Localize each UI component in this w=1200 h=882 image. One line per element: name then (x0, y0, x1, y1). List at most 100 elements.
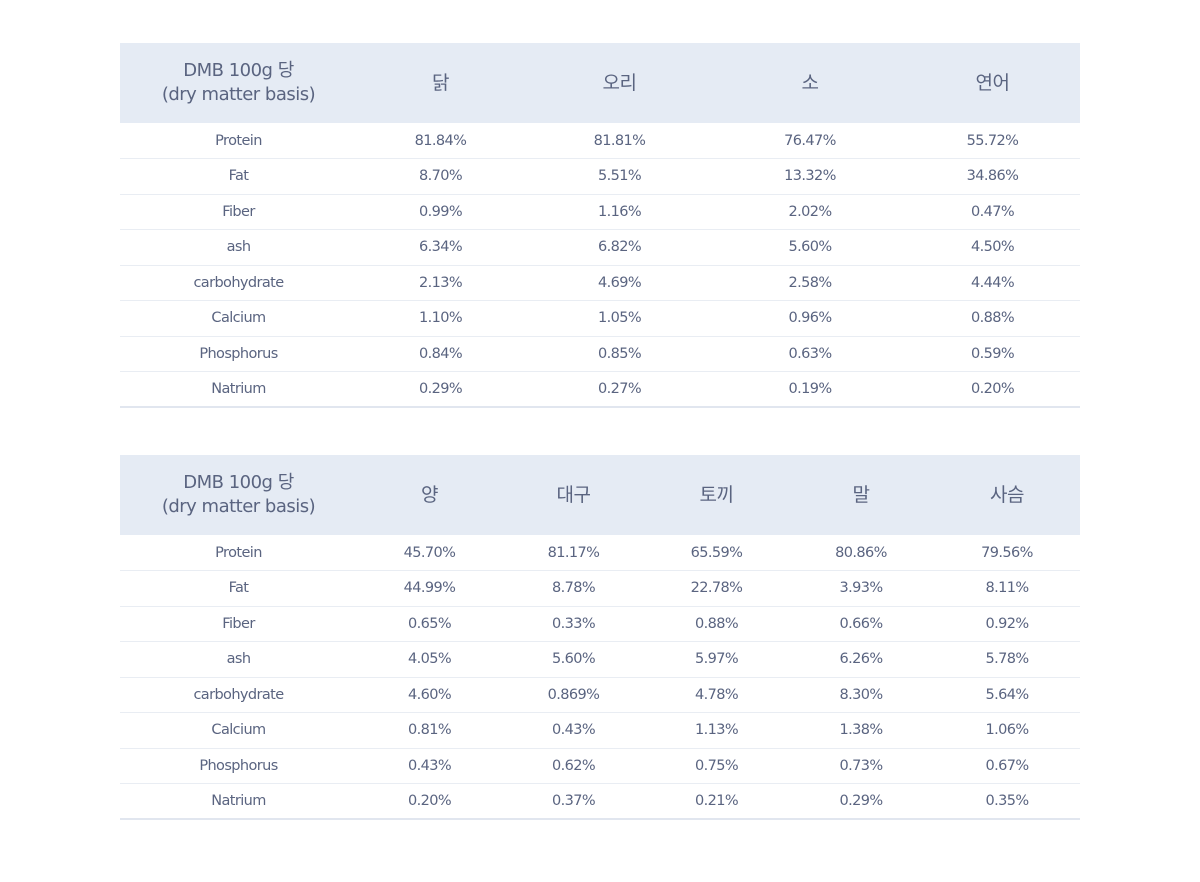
table-cell: 4.05% (407, 651, 452, 668)
table-cell: 0.43% (551, 722, 596, 739)
table-cell: 8.11% (985, 580, 1029, 597)
table-cell: 2.02% (788, 203, 832, 220)
table-cell: 5.78% (985, 651, 1029, 668)
row-label: Protein (215, 132, 262, 149)
table-cell: 0.92% (985, 615, 1029, 632)
table-cell: 81.81% (593, 132, 646, 149)
table-cell: 0.43% (407, 757, 452, 774)
table-cell: 6.34% (418, 239, 463, 256)
row-label: ash (226, 651, 251, 668)
table-cell: 45.70% (403, 544, 456, 561)
table-cell: 34.86% (966, 168, 1019, 185)
row-label: Protein (215, 544, 262, 561)
table-cell: 8.30% (839, 686, 883, 703)
table-cell: 3.93% (839, 580, 883, 597)
table-row-natrium: Natrium 0.29% 0.27% 0.19% 0.20% (120, 372, 1080, 408)
column-header: 말 (852, 484, 870, 506)
table-cell: 0.27% (597, 381, 642, 397)
table-cell: 1.10% (418, 310, 463, 327)
column-header: 양 (421, 484, 438, 506)
table-cell: 5.60% (551, 651, 596, 668)
table-cell: 65.59% (690, 544, 743, 561)
table-row-fiber: Fiber 0.99% 1.16% 2.02% 0.47% (120, 194, 1080, 230)
table-cell: 76.47% (784, 132, 836, 149)
table-cell: 5.97% (694, 651, 739, 668)
table-cell: 0.66% (839, 615, 883, 632)
table-row-carbohydrate: carbohydrate 2.13% 4.69% 2.58% 4.44% (120, 265, 1080, 301)
table-cell: 0.62% (551, 757, 596, 774)
table-cell: 0.84% (418, 345, 463, 362)
row-label: Phosphorus (199, 757, 278, 774)
row-label: Fiber (222, 203, 255, 220)
table-cell: 0.96% (788, 310, 832, 327)
header-basis-line1: DMB 100g 당 (183, 60, 294, 81)
table-header-row: DMB 100g 당 (dry matter basis) 닭 오리 소 연어 (120, 43, 1080, 123)
table-cell: 4.50% (970, 239, 1015, 256)
row-label: Fiber (222, 615, 255, 632)
table-cell: 6.26% (839, 651, 883, 668)
table-cell: 0.29% (418, 381, 463, 397)
table-row-protein: Protein 81.84% 81.81% 76.47% 55.72% (120, 123, 1080, 159)
table-cell: 0.869% (547, 686, 600, 703)
table-cell: 1.05% (597, 310, 642, 327)
table-cell: 0.75% (694, 757, 739, 774)
row-label: Natrium (211, 381, 266, 397)
table-cell: 4.69% (597, 274, 642, 291)
table-cell: 79.56% (981, 544, 1033, 561)
table-cell: 0.47% (970, 203, 1015, 220)
table-cell: 0.67% (985, 757, 1029, 774)
table-cell: 1.13% (694, 722, 739, 739)
column-header: 사슴 (990, 484, 1024, 506)
nutrition-table-1: DMB 100g 당 (dry matter basis) 닭 오리 소 연어 Protei… (120, 43, 1080, 408)
table-row-protein: Protein 45.70% 81.17% 65.59% 80.86% 79.56% (120, 535, 1080, 571)
row-label: carbohydrate (193, 686, 284, 703)
row-label: Natrium (211, 793, 266, 809)
table-cell: 0.63% (788, 345, 832, 362)
table-cell: 6.82% (597, 239, 642, 256)
column-header: 대구 (556, 484, 591, 506)
table-cell: 81.84% (414, 132, 467, 149)
table-row-carbohydrate: carbohydrate 4.60% 0.869% 4.78% 8.30% 5.64% (120, 677, 1080, 713)
table-cell: 5.51% (597, 168, 642, 185)
row-label: Calcium (211, 722, 266, 739)
table-cell: 2.13% (418, 274, 463, 291)
table-row-fat: Fat 44.99% 8.78% 22.78% 3.93% 8.11% (120, 571, 1080, 606)
table-cell: 4.78% (694, 686, 739, 703)
table-cell: 22.78% (690, 580, 743, 597)
table-cell: 4.60% (407, 686, 452, 703)
table-cell: 8.78% (551, 580, 596, 597)
row-label: ash (226, 239, 251, 256)
header-basis-label: DMB 100g 당 (dry matter basis) (120, 455, 357, 535)
table-row-phosphorus: Phosphorus 0.43% 0.62% 0.75% 0.73% 0.67% (120, 748, 1080, 784)
table-cell: 0.85% (597, 345, 642, 362)
column-header: 토끼 (699, 484, 734, 506)
table-cell: 0.88% (694, 615, 739, 632)
table-cell: 81.17% (547, 544, 600, 561)
table-cell: 5.64% (985, 686, 1029, 703)
table-cell: 55.72% (966, 132, 1019, 149)
table-cell: 8.70% (418, 168, 463, 185)
column-header: 연어 (975, 72, 1010, 94)
table-row-ash: ash 6.34% 6.82% 5.60% 4.50% (120, 230, 1080, 265)
table-cell: 0.29% (839, 793, 883, 809)
table-row-ash: ash 4.05% 5.60% 5.97% 6.26% 5.78% (120, 642, 1080, 677)
table-cell: 13.32% (784, 168, 836, 185)
table-cell: 0.19% (788, 381, 832, 397)
table-cell: 0.88% (970, 310, 1015, 327)
row-label: carbohydrate (193, 274, 284, 291)
table-cell: 44.99% (403, 580, 456, 597)
table-cell: 0.81% (407, 722, 452, 739)
table-cell: 4.44% (970, 274, 1015, 291)
table-row-calcium: Calcium 1.10% 1.05% 0.96% 0.88% (120, 301, 1080, 336)
table-row-phosphorus: Phosphorus 0.84% 0.85% 0.63% 0.59% (120, 336, 1080, 372)
table-cell: 0.21% (694, 793, 739, 809)
table-row-natrium: Natrium 0.20% 0.37% 0.21% 0.29% 0.35% (120, 784, 1080, 820)
header-basis-line2: (dry matter basis) (161, 84, 316, 105)
column-header: 소 (801, 72, 819, 94)
table-row-fiber: Fiber 0.65% 0.33% 0.88% 0.66% 0.92% (120, 606, 1080, 642)
table-cell: 0.99% (418, 203, 463, 220)
table-cell: 1.38% (839, 722, 883, 739)
column-header: 닭 (432, 72, 449, 94)
table-cell: 0.35% (985, 793, 1029, 809)
